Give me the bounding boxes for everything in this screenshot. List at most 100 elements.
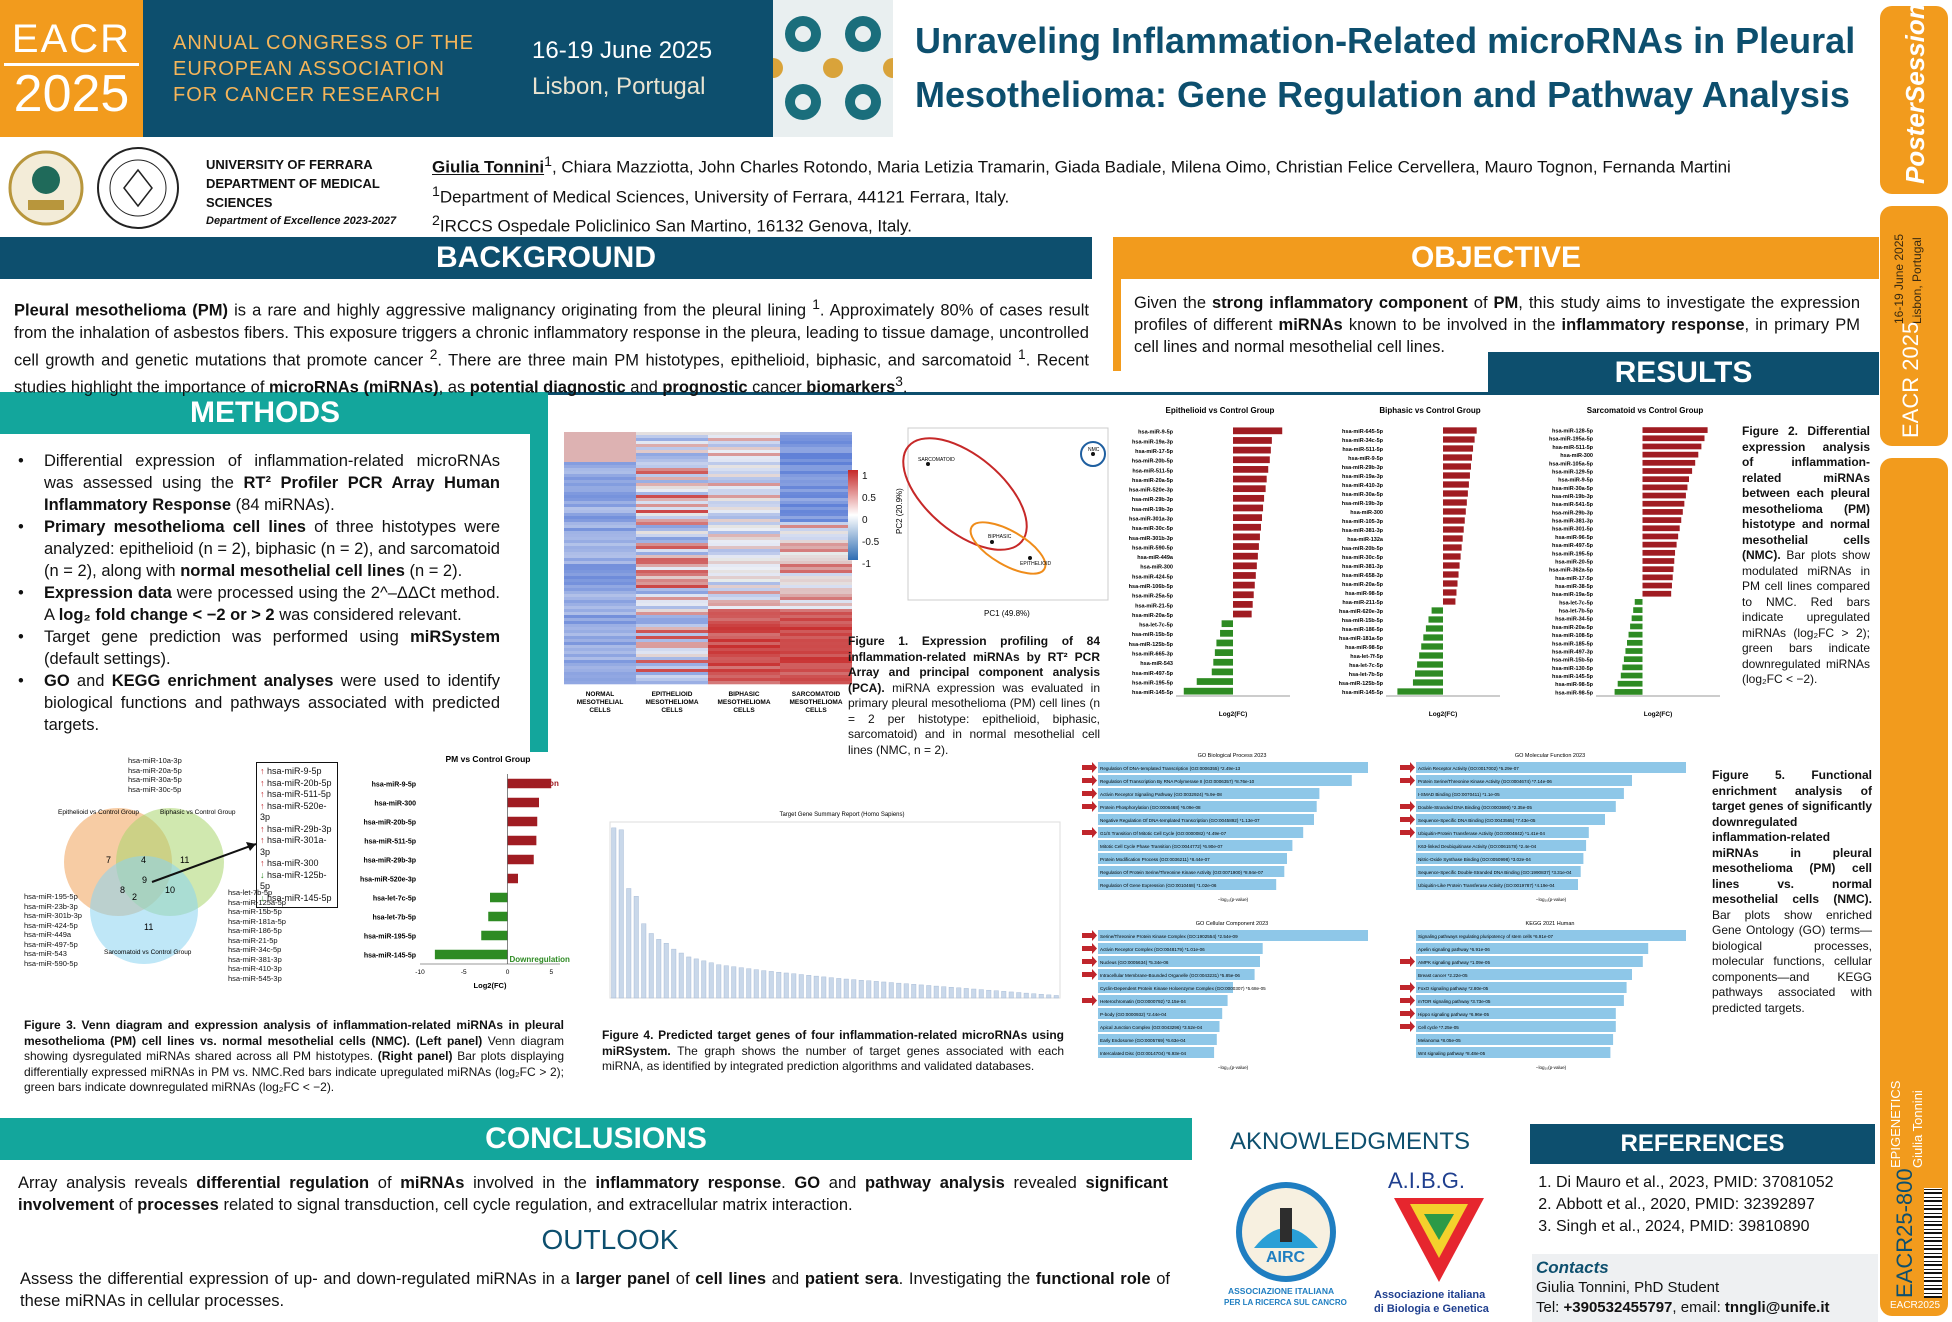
heatmap-cell	[708, 468, 780, 472]
heatmap-cell	[564, 468, 636, 472]
heatmap-cell	[708, 519, 780, 523]
red-arrow-icon	[1400, 956, 1415, 967]
chart-bar	[488, 911, 508, 922]
heatmap-cell	[564, 498, 636, 502]
methods-item: Expression data were processed using the…	[14, 582, 500, 626]
figure5-caption: Figure 5. Functional enrichment analysis…	[1712, 768, 1872, 1015]
figure2-bar-label: hsa-miR-19b-3p	[1132, 507, 1174, 513]
figure2-bar-label: hsa-miR-300	[1350, 510, 1383, 516]
figure2-bar	[1443, 436, 1475, 443]
figure2-bar	[1233, 601, 1253, 608]
heatmap-cell	[564, 576, 636, 580]
heatmap-cell	[564, 654, 636, 658]
figure2-title: Epithelioid vs Control Group	[1166, 406, 1275, 415]
legend-tick: 0	[862, 515, 868, 526]
heatmap-cell	[636, 480, 708, 484]
figure2-bar	[1642, 484, 1688, 491]
figure2-xlabel: Log2(FC)	[1644, 711, 1673, 718]
enrichment-term: P-body (GO:0000932) *2.44e-04	[1100, 1012, 1167, 1017]
contact-phone[interactable]: +390532455797	[1563, 1299, 1673, 1316]
heatmap-column-label: MESOTHELIOMA	[717, 699, 770, 706]
heatmap-cell	[636, 510, 708, 514]
heatmap-cell	[780, 519, 852, 523]
figure2-bar	[1443, 472, 1470, 479]
heatmap-cell	[708, 492, 780, 496]
heatmap-cell	[636, 678, 708, 682]
figure2-bar	[1627, 639, 1643, 646]
chart-category-label: hsa-miR-29b-3p	[363, 857, 416, 864]
heatmap-cell	[636, 663, 708, 667]
enrichment-term: AMPK signaling pathway *1.09e-05	[1418, 960, 1490, 965]
heatmap-cell	[708, 630, 780, 634]
heatmap-colorbar	[848, 470, 858, 560]
enrichment-term: FoxO signaling pathway *2.80e-05	[1418, 986, 1489, 991]
heatmap-cell	[564, 471, 636, 475]
venn-mirna: hsa-miR-10a-3p	[128, 756, 182, 765]
methods-item: Target gene prediction was performed usi…	[14, 626, 500, 670]
figure2-bar	[1443, 508, 1466, 515]
chart-category-label: hsa-miR-20b-5p	[363, 819, 416, 826]
heatmap-cell	[708, 435, 780, 439]
figure2-bar	[1196, 678, 1233, 685]
enrichment-bar	[1416, 1008, 1616, 1019]
heatmap-cell	[636, 477, 708, 481]
figure2-bar	[1443, 517, 1465, 524]
heatmap-cell	[780, 681, 852, 685]
coauthors: , Chiara Mazziotta, John Charles Rotondo…	[551, 157, 1731, 177]
heatmap-cell	[708, 450, 780, 454]
chart-bar	[911, 984, 917, 999]
reference-item: Di Mauro et al., 2023, PMID: 37081052	[1556, 1172, 1874, 1194]
enrichment-bar	[1098, 775, 1352, 786]
airc-logo: AIRC ASSOCIAZIONE ITALIANA PER LA RICERC…	[1224, 1178, 1364, 1318]
chart-bar	[434, 949, 508, 960]
figure2-bar-label: hsa-miR-19a-3p	[1132, 439, 1174, 445]
enrichment-term: Hippo signaling pathway *6.96e-05	[1418, 1012, 1489, 1017]
heatmap-cell	[780, 609, 852, 613]
figure2-bar	[1614, 689, 1643, 695]
figure2-bar	[1642, 541, 1677, 548]
figure2-bar	[1233, 543, 1259, 550]
enrichment-bar	[1098, 827, 1304, 838]
heatmap-cell	[708, 501, 780, 505]
heatmap-cell	[780, 615, 852, 619]
heatmap-cell	[636, 633, 708, 637]
enrichment-term: Ubiquitin-Like Protein Transferase Activ…	[1418, 883, 1555, 888]
heatmap-cell	[708, 546, 780, 550]
university-logos	[6, 144, 196, 234]
heatmap-cell	[708, 465, 780, 469]
heatmap-cell	[564, 441, 636, 445]
heatmap-cell	[564, 432, 636, 436]
figure2-bar	[1233, 514, 1263, 521]
chart-bar	[761, 970, 767, 999]
heatmap-cell	[708, 633, 780, 637]
pca-label: SARCOMATOID	[918, 457, 955, 463]
enrichment-bar	[1416, 982, 1627, 993]
figure2-bar	[1233, 475, 1267, 483]
title-line-2: Mesothelioma: Gene Regulation and Pathwa…	[915, 74, 1850, 115]
heatmap-cell	[564, 465, 636, 469]
figure2-bar-label: hsa-miR-541-5p	[1552, 502, 1594, 508]
background-text: Pleural mesothelioma (PM) is a rare and …	[14, 297, 1090, 397]
figure2-bar-label: hsa-miR-511-5p	[1342, 447, 1383, 453]
figure2-bar	[1213, 658, 1233, 666]
heatmap-cell	[708, 549, 780, 553]
heatmap-cell	[636, 612, 708, 616]
figure2-bar-label: hsa-miR-20a-5p	[1342, 582, 1384, 588]
heatmap-cell	[708, 624, 780, 628]
heatmap-cell	[564, 489, 636, 493]
heatmap-cell	[708, 483, 780, 487]
enrichment-bar	[1098, 866, 1285, 877]
enrichment-bar	[1098, 879, 1277, 890]
chart-bar	[821, 976, 827, 999]
enrichment-term: Protein Phosphorylation (GO:0006468) *6.…	[1100, 805, 1201, 810]
figure2-bar	[1397, 688, 1443, 695]
figure2-bar-label: hsa-miR-98-5p	[1555, 690, 1594, 696]
chart-bar	[926, 985, 932, 999]
enrichment-bar	[1098, 956, 1260, 967]
venn-mirna: hsa-miR-497-5p	[24, 939, 78, 949]
chart-bar	[507, 854, 534, 865]
heatmap-cell	[636, 462, 708, 466]
heatmap-cell	[780, 606, 852, 610]
red-arrow-icon	[1400, 1021, 1415, 1032]
contact-email[interactable]: tnngli@unife.it	[1724, 1299, 1830, 1316]
